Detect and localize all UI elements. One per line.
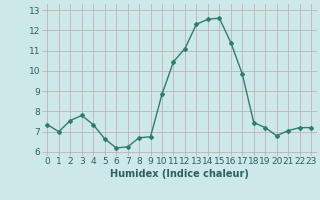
X-axis label: Humidex (Indice chaleur): Humidex (Indice chaleur) <box>110 169 249 179</box>
